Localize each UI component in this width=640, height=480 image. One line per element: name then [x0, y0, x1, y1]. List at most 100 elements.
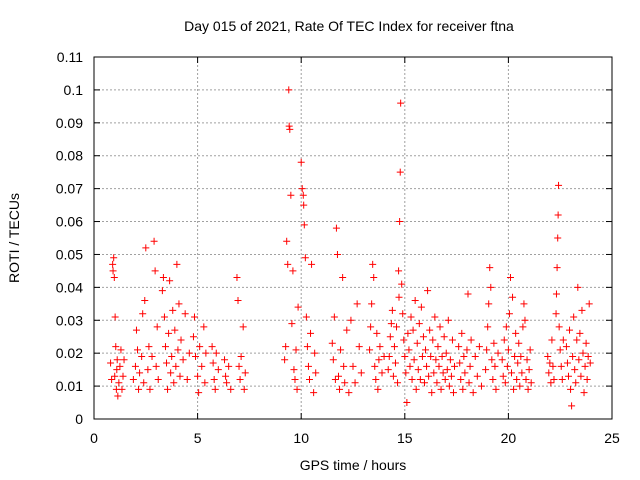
data-point: [347, 316, 355, 324]
data-point: [490, 339, 498, 347]
data-point: [492, 385, 500, 393]
data-point: [430, 369, 438, 377]
data-point: [491, 362, 499, 370]
data-points: [107, 86, 594, 410]
data-point: [418, 352, 426, 360]
y-tick-label: 0.06: [56, 214, 83, 230]
data-point: [285, 86, 293, 94]
data-point: [374, 385, 382, 393]
data-point: [402, 369, 410, 377]
data-point: [447, 372, 455, 380]
data-point: [417, 303, 425, 311]
data-point: [502, 323, 510, 331]
data-point: [574, 283, 582, 291]
data-point: [192, 352, 200, 360]
data-point: [464, 290, 472, 298]
data-point: [558, 376, 566, 384]
data-point: [288, 320, 296, 328]
y-tick-label: 0.01: [56, 378, 83, 394]
data-point: [501, 379, 509, 387]
x-tick-label: 15: [397, 430, 413, 446]
data-point: [449, 389, 457, 397]
data-point: [285, 122, 293, 130]
data-point: [372, 376, 380, 384]
data-point: [463, 346, 471, 354]
data-point: [300, 221, 308, 229]
data-point: [200, 323, 208, 331]
data-point: [189, 333, 197, 341]
data-point: [504, 346, 512, 354]
data-point: [397, 99, 405, 107]
data-point: [337, 346, 345, 354]
data-point: [396, 218, 404, 226]
data-point: [299, 191, 307, 199]
data-point: [401, 352, 409, 360]
data-point: [555, 181, 563, 189]
data-point: [477, 382, 485, 390]
data-point: [423, 362, 431, 370]
data-point: [385, 352, 393, 360]
data-point: [284, 260, 292, 268]
data-point: [333, 250, 341, 258]
data-point: [526, 346, 534, 354]
data-point: [340, 362, 348, 370]
data-point: [176, 372, 184, 380]
data-point: [568, 402, 576, 410]
data-point: [584, 352, 592, 360]
y-tick-label: 0.11: [57, 49, 83, 65]
data-point: [547, 379, 555, 387]
data-point: [513, 376, 521, 384]
data-point: [349, 362, 357, 370]
data-point: [408, 376, 416, 384]
data-point: [391, 359, 399, 367]
data-point: [129, 376, 137, 384]
x-tick-label: 25: [604, 430, 620, 446]
data-point: [293, 385, 301, 393]
data-point: [426, 326, 434, 334]
data-point: [111, 313, 119, 321]
data-point: [566, 326, 574, 334]
data-point: [487, 283, 495, 291]
data-point: [139, 310, 147, 318]
data-point: [461, 369, 469, 377]
data-point: [209, 359, 217, 367]
data-point: [564, 372, 572, 380]
data-point: [235, 362, 243, 370]
data-point: [195, 389, 203, 397]
data-point: [440, 333, 448, 341]
data-point: [386, 333, 394, 341]
data-point: [146, 385, 154, 393]
data-point: [140, 379, 148, 387]
data-point: [384, 366, 392, 374]
data-point: [514, 359, 522, 367]
data-point: [194, 372, 202, 380]
chart-title: Day 015 of 2021, Rate Of TEC Index for r…: [184, 18, 514, 34]
data-point: [353, 300, 361, 308]
data-point: [227, 385, 235, 393]
data-point: [512, 329, 520, 337]
data-point: [525, 366, 533, 374]
data-point: [405, 346, 413, 354]
data-point: [201, 379, 209, 387]
data-point: [582, 339, 590, 347]
data-point: [544, 352, 552, 360]
data-point: [179, 356, 187, 364]
data-point: [241, 369, 249, 377]
data-point: [508, 369, 516, 377]
data-point: [341, 379, 349, 387]
data-point: [311, 349, 319, 357]
data-point: [404, 329, 412, 337]
data-point: [486, 264, 494, 272]
data-point: [290, 366, 298, 374]
data-point: [552, 310, 560, 318]
data-point: [305, 376, 313, 384]
data-point: [489, 376, 497, 384]
data-point: [499, 372, 507, 380]
data-point: [428, 389, 436, 397]
data-point: [439, 369, 447, 377]
data-point: [152, 362, 160, 370]
data-point: [110, 273, 118, 281]
data-point: [456, 359, 464, 367]
data-point: [432, 356, 440, 364]
